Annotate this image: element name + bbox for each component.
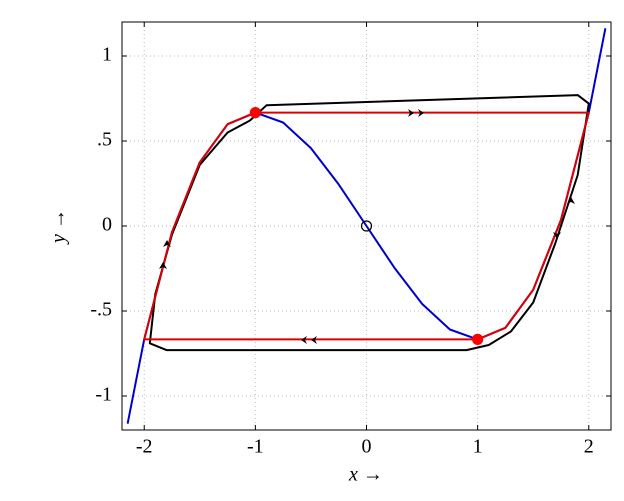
- arrow: [159, 262, 167, 269]
- point: [472, 333, 484, 345]
- y-tick-label: .5: [97, 129, 112, 151]
- arrow: [408, 109, 424, 117]
- x-tick-label: 1: [473, 436, 483, 458]
- arrow: [553, 232, 561, 239]
- plot-area: -2 -1 0 1 2 -1 -.5 0 .5 1: [90, 21, 612, 458]
- arrow: [301, 336, 317, 344]
- x-tick-label: -1: [247, 436, 264, 458]
- x-tick-label: 2: [584, 436, 594, 458]
- series-line: [126, 28, 607, 424]
- arrows: [159, 109, 575, 344]
- y-tick-label: -.5: [90, 299, 112, 321]
- point: [249, 107, 261, 119]
- x-axis-label: x →: [348, 464, 383, 486]
- y-axis-label: y →: [48, 209, 70, 245]
- y-tick-label: -1: [95, 384, 112, 406]
- x-tick-label: 0: [362, 436, 372, 458]
- y-tick-label: 1: [102, 44, 112, 66]
- x-tick-label: -2: [136, 436, 153, 458]
- arrow: [163, 240, 171, 247]
- y-tick-label: 0: [102, 214, 112, 236]
- arrow: [567, 197, 575, 204]
- plot-frame: [121, 21, 612, 431]
- point: [360, 220, 373, 232]
